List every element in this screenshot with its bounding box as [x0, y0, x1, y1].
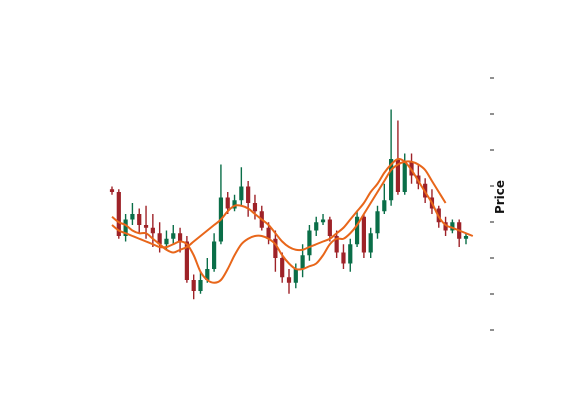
candle — [389, 109, 394, 206]
candle-body-down — [246, 186, 251, 203]
candle — [109, 186, 115, 195]
candle-body-down — [191, 280, 196, 291]
candle — [368, 227, 373, 258]
candle — [375, 205, 380, 239]
candle-body-up — [123, 219, 128, 236]
candle-body-up — [450, 222, 455, 231]
candle-body-up — [314, 222, 319, 231]
candle — [252, 194, 258, 220]
candle — [191, 274, 196, 300]
candle — [307, 225, 312, 261]
candle-body-down — [273, 238, 278, 258]
moving-average-layer — [111, 157, 474, 284]
y-axis-ticks — [490, 77, 494, 331]
candle-body-up — [389, 159, 394, 201]
candle-body-down — [109, 189, 115, 192]
candle-body-down — [443, 222, 448, 231]
candle — [150, 214, 155, 247]
candle — [286, 269, 292, 294]
candle-body-up — [293, 269, 298, 283]
candle — [395, 120, 401, 195]
candle-body-up — [171, 233, 176, 239]
candle — [320, 214, 326, 225]
candle-body-down — [266, 227, 271, 239]
candle — [361, 214, 366, 258]
candle-body-down — [395, 159, 401, 192]
candle-body-down — [137, 214, 142, 225]
candle — [273, 230, 278, 272]
candle — [348, 238, 353, 272]
candle — [177, 227, 183, 253]
candle — [232, 194, 237, 212]
candle-body-up — [239, 186, 244, 201]
candle-body-up — [198, 280, 203, 291]
candle — [205, 258, 210, 283]
y-axis-label: Price — [493, 180, 507, 214]
candle-body-up — [375, 211, 380, 234]
candle-body-up — [307, 230, 312, 256]
candle — [334, 230, 339, 258]
candle-body-down — [177, 233, 183, 242]
candle-body-up — [232, 200, 237, 209]
moving-average-line-2 — [111, 157, 474, 254]
candle-body-up — [348, 244, 353, 264]
candle-body-down — [361, 216, 366, 253]
candle-body-down — [280, 258, 285, 278]
candle-body-down — [334, 236, 339, 253]
candle-body-down — [157, 233, 162, 245]
candle-body-down — [143, 225, 149, 228]
candle — [171, 225, 176, 245]
candle — [212, 233, 217, 272]
candle — [443, 216, 448, 236]
candle — [130, 203, 135, 225]
candle — [137, 208, 142, 234]
moving-average-line-1 — [111, 160, 447, 284]
candle — [457, 219, 462, 247]
candle-body-up — [130, 214, 135, 220]
candle — [463, 233, 469, 245]
candle-body-down — [225, 197, 230, 209]
candle-body-up — [382, 200, 387, 212]
candle — [293, 263, 298, 289]
candle-body-up — [205, 269, 210, 280]
candle-body-up — [320, 219, 326, 223]
candle — [198, 271, 203, 294]
candle-body-up — [354, 216, 360, 245]
candle-body-up — [402, 161, 407, 192]
candle-body-up — [300, 255, 305, 269]
candle-body-down — [116, 192, 121, 236]
candle-body-down — [286, 277, 292, 283]
candle-body-down — [341, 252, 346, 264]
candle — [382, 183, 387, 214]
candle — [218, 164, 224, 245]
candles-layer — [109, 109, 469, 300]
candle — [280, 252, 285, 283]
candle — [450, 219, 455, 234]
candle — [354, 211, 360, 247]
candle-body-up — [164, 238, 169, 245]
candle — [246, 181, 251, 217]
candle-body-up — [212, 241, 217, 269]
candle — [239, 167, 244, 206]
candle — [402, 153, 407, 195]
candle-body-down — [184, 241, 189, 280]
candle — [327, 216, 332, 242]
candle — [341, 244, 346, 269]
candle-body-down — [327, 219, 332, 236]
candle-body-up — [463, 236, 469, 239]
candle-body-down — [252, 203, 258, 212]
candle — [123, 214, 128, 242]
candle — [314, 216, 319, 236]
candle-body-up — [368, 233, 373, 253]
candle-body-down — [150, 227, 155, 234]
